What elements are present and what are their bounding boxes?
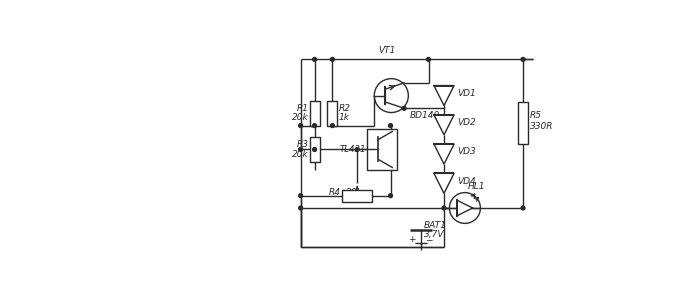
Polygon shape xyxy=(434,173,454,193)
Circle shape xyxy=(521,206,525,210)
Circle shape xyxy=(299,194,302,198)
Circle shape xyxy=(442,206,446,210)
Circle shape xyxy=(299,147,302,152)
Polygon shape xyxy=(457,200,473,216)
Text: R5: R5 xyxy=(530,111,542,120)
Circle shape xyxy=(402,106,406,110)
Text: TL431: TL431 xyxy=(340,145,365,154)
Text: 20k: 20k xyxy=(292,113,309,123)
Text: VD2: VD2 xyxy=(457,118,476,127)
Text: R1: R1 xyxy=(296,104,309,113)
Circle shape xyxy=(356,147,359,152)
Text: 20k: 20k xyxy=(346,188,363,197)
Text: BAT1: BAT1 xyxy=(424,221,447,230)
Text: 20k: 20k xyxy=(292,149,309,159)
Circle shape xyxy=(313,57,316,61)
Bar xyxy=(342,189,372,202)
Text: BD140: BD140 xyxy=(410,111,440,120)
Text: R2: R2 xyxy=(339,104,351,113)
Circle shape xyxy=(313,124,316,128)
Text: HL1: HL1 xyxy=(468,182,486,191)
Circle shape xyxy=(313,147,316,152)
Bar xyxy=(518,102,528,144)
Polygon shape xyxy=(434,86,454,106)
Bar xyxy=(368,129,397,170)
Circle shape xyxy=(426,57,430,61)
Text: R3: R3 xyxy=(296,140,309,149)
Bar xyxy=(309,101,320,126)
Polygon shape xyxy=(434,115,454,135)
Text: +: + xyxy=(408,235,416,244)
Polygon shape xyxy=(434,144,454,164)
Circle shape xyxy=(389,194,393,198)
Circle shape xyxy=(299,206,302,210)
Text: VT1: VT1 xyxy=(379,46,396,55)
Circle shape xyxy=(389,124,393,128)
Text: 3,7V: 3,7V xyxy=(424,231,444,239)
Circle shape xyxy=(521,57,525,61)
Text: R4: R4 xyxy=(329,188,341,197)
Text: VD3: VD3 xyxy=(457,147,476,156)
Bar xyxy=(309,137,320,162)
Circle shape xyxy=(330,57,335,61)
Text: 330R: 330R xyxy=(530,122,554,131)
Text: 1k: 1k xyxy=(339,113,349,123)
Bar xyxy=(328,101,337,126)
Text: VD4: VD4 xyxy=(457,176,476,186)
Circle shape xyxy=(330,124,335,128)
Text: −: − xyxy=(426,235,433,244)
Circle shape xyxy=(299,124,302,128)
Text: VD1: VD1 xyxy=(457,89,476,98)
